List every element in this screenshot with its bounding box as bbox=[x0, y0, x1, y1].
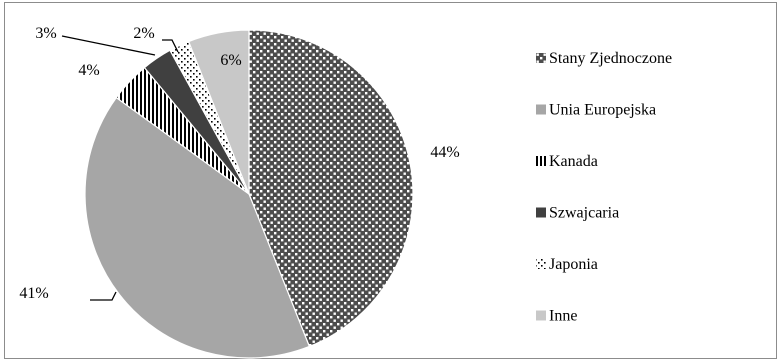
pie-slice-inne bbox=[187, 29, 250, 195]
legend-label-stany-zjednoczone: Stany Zjednoczone bbox=[549, 50, 672, 67]
legend-swatch-unia-europejska bbox=[536, 104, 546, 115]
pie-slice-stany-zjednoczone bbox=[248, 29, 414, 348]
data-label-kanada: 4% bbox=[78, 62, 99, 79]
legend-swatch-stany-zjednoczone bbox=[536, 53, 546, 63]
leader-line bbox=[162, 39, 179, 53]
legend-label-szwajcaria: Szwajcaria bbox=[549, 205, 619, 222]
legend: Stany Zjednoczone Unia Europejska Kanada Sz… bbox=[536, 50, 672, 325]
legend-swatch-kanada bbox=[536, 156, 546, 166]
legend-label-japonia: Japonia bbox=[549, 256, 598, 273]
data-label-japonia: 2% bbox=[133, 25, 154, 42]
data-label-stany-zjednoczone: 44% bbox=[430, 144, 459, 161]
legend-swatch-szwajcaria bbox=[536, 207, 546, 218]
legend-swatch-inne bbox=[536, 310, 546, 321]
legend-label-inne: Inne bbox=[549, 308, 577, 325]
leader-line bbox=[90, 291, 117, 301]
leader-line bbox=[61, 35, 156, 56]
pie-slice-unia-europejska bbox=[84, 96, 311, 359]
legend-label-unia-europejska: Unia Europejska bbox=[549, 102, 656, 119]
slices-layer bbox=[84, 29, 414, 359]
data-label-inne: 6% bbox=[220, 52, 241, 69]
legend-label-kanada: Kanada bbox=[549, 153, 598, 170]
labels-layer: 44% 41% 4% 3% 2% 6% bbox=[19, 25, 459, 302]
data-label-szwajcaria: 3% bbox=[35, 25, 56, 42]
legend-swatch-japonia bbox=[536, 259, 546, 269]
data-label-unia-europejska: 41% bbox=[19, 285, 48, 302]
